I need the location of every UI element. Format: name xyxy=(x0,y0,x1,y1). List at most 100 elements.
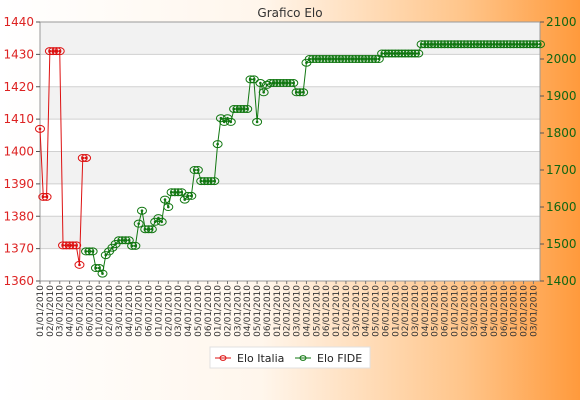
data-point-center xyxy=(459,42,463,46)
data-point xyxy=(41,192,52,201)
x-tick-label: 03/01/2010 xyxy=(352,285,362,337)
data-point xyxy=(261,80,272,89)
data-point-center xyxy=(252,78,256,81)
data-point xyxy=(413,49,424,58)
left-tick-label: 1380 xyxy=(3,209,34,223)
data-point-center xyxy=(97,266,101,270)
data-point-center xyxy=(515,42,519,46)
x-tick-label: 05/01/2010 xyxy=(194,285,204,337)
data-point-center xyxy=(173,190,177,194)
data-point-center xyxy=(380,52,384,55)
x-tick-label: 06/01/2010 xyxy=(204,285,214,337)
data-point-center xyxy=(351,57,354,61)
legend-marker xyxy=(299,355,307,361)
series-layer xyxy=(35,40,545,278)
data-point xyxy=(192,166,203,174)
data-point xyxy=(258,88,269,97)
data-point-center xyxy=(68,244,71,247)
data-point xyxy=(535,40,545,49)
data-point-center xyxy=(354,57,358,61)
data-point-center xyxy=(403,52,407,55)
data-point-center xyxy=(74,244,78,247)
left-y-axis: 1360 1370 1380 1390 1400 1410 1420 1430 1440 xyxy=(3,15,40,288)
data-point-center xyxy=(160,220,164,224)
data-point-center xyxy=(420,42,423,46)
data-point-center xyxy=(410,52,414,55)
data-point-center xyxy=(433,42,437,46)
legend-item-elo-italia[interactable]: Elo Italia xyxy=(215,352,284,365)
data-point-center xyxy=(518,42,522,46)
x-tick-label: 01/01/2010 xyxy=(510,285,520,337)
x-tick-label: 01/01/2010 xyxy=(450,285,460,337)
data-point-center xyxy=(390,52,394,55)
legend-item-elo-fide[interactable]: Elo FIDE xyxy=(295,352,362,365)
data-point-center xyxy=(137,222,140,225)
data-point-center xyxy=(199,179,203,183)
data-point-center xyxy=(423,42,427,46)
data-point-center xyxy=(120,239,124,242)
data-point-center xyxy=(387,52,390,55)
data-point-center xyxy=(535,42,539,46)
x-tick-label: 01/01/2010 xyxy=(273,285,283,337)
data-point xyxy=(255,79,266,88)
data-point-center xyxy=(203,179,206,183)
data-point-center xyxy=(440,42,443,46)
data-point-center xyxy=(124,239,127,242)
right-tick-label: 1400 xyxy=(546,274,577,288)
data-point-center xyxy=(357,57,361,61)
data-point-center xyxy=(150,227,154,231)
data-point-center xyxy=(143,227,147,231)
data-point-center xyxy=(186,194,190,198)
data-point-center xyxy=(298,91,302,94)
data-point xyxy=(298,88,309,97)
x-tick-label: 01/01/2010 xyxy=(214,285,224,337)
data-point-center xyxy=(84,250,88,253)
x-tick-label: 05/01/2010 xyxy=(372,285,382,337)
left-tick-label: 1410 xyxy=(3,112,34,126)
data-point-center xyxy=(239,107,242,111)
data-point-center xyxy=(55,49,58,53)
data-point-center xyxy=(426,42,430,46)
data-point-center xyxy=(525,42,529,46)
data-point-center xyxy=(374,57,377,61)
legend[interactable]: Elo Italia Elo FIDE xyxy=(209,346,371,369)
data-point-center xyxy=(61,244,65,247)
data-point-center xyxy=(236,107,239,111)
x-tick-label: 02/01/2010 xyxy=(520,285,530,337)
data-point-center xyxy=(443,42,446,46)
data-point-center xyxy=(370,57,374,61)
data-point-center xyxy=(344,57,348,61)
data-point-center xyxy=(291,81,295,85)
data-point-center xyxy=(338,57,341,61)
data-point-center xyxy=(397,52,400,55)
data-point-center xyxy=(430,42,433,46)
data-point-center xyxy=(71,244,75,247)
data-point-center xyxy=(101,272,104,275)
data-point-center xyxy=(522,42,525,46)
data-point-center xyxy=(295,91,298,94)
series-elo-italia xyxy=(35,47,92,269)
data-point-center xyxy=(486,42,489,46)
data-point-center xyxy=(489,42,492,46)
series-elo-fide xyxy=(81,40,545,278)
x-tick-label: 01/01/2010 xyxy=(36,285,46,337)
data-point-center xyxy=(190,194,193,198)
data-point-center xyxy=(472,42,476,46)
grid-band xyxy=(40,151,540,184)
data-point-center xyxy=(262,91,265,94)
x-tick-label: 02/01/2010 xyxy=(460,285,470,337)
data-point-center xyxy=(38,127,42,131)
data-point xyxy=(176,188,187,197)
data-point-center xyxy=(242,107,246,111)
data-point xyxy=(252,117,263,126)
data-point xyxy=(71,241,82,250)
data-point-center xyxy=(216,142,219,146)
data-point-center xyxy=(377,57,381,61)
data-point-center xyxy=(505,42,509,46)
data-point-center xyxy=(502,42,506,46)
data-point xyxy=(136,206,147,215)
data-point-center xyxy=(413,52,417,55)
x-tick-label: 05/01/2010 xyxy=(253,285,263,337)
